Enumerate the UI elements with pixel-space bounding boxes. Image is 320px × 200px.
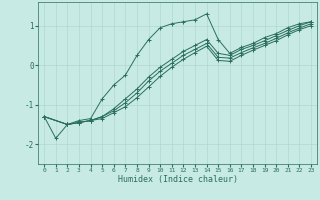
X-axis label: Humidex (Indice chaleur): Humidex (Indice chaleur) [118, 175, 238, 184]
